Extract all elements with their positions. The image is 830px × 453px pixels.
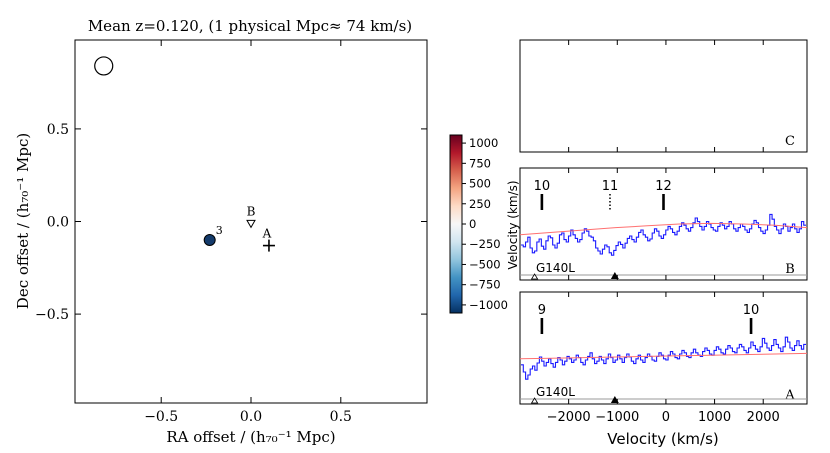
panel-b-frame <box>519 167 808 281</box>
beam-size-circle <box>94 56 114 76</box>
spectra-ylabel: Velocity (km/s) <box>506 180 520 269</box>
panel-a-label: A <box>784 388 795 403</box>
continuum-line <box>519 222 808 236</box>
open-velocity-marker <box>530 273 539 280</box>
absorber-label: 11 <box>602 179 619 194</box>
spectrum-xtick-label: −2000 <box>547 410 591 425</box>
colorbar-tick-label: −250 <box>469 237 501 251</box>
panel-b-label: B <box>785 262 795 277</box>
map-ticks: −0.5 0.0 0.5 0.5 0.0 −0.5 <box>35 40 427 425</box>
spectra-x-ticks: −2000 −1000 0 1000 2000 <box>547 40 780 425</box>
spectra-xlabel: Velocity (km/s) <box>607 430 718 448</box>
colorbar-tick-label: −750 <box>469 278 501 292</box>
panel-c-frame <box>519 39 808 153</box>
absorber-label: 9 <box>538 303 546 318</box>
sightline-label: A <box>262 227 272 241</box>
panel-a-grating: G140L <box>536 385 575 399</box>
continuum-line <box>519 352 808 360</box>
map-xtick-label: 0.0 <box>240 409 262 425</box>
map-ylabel: Dec offset / (h₇₀⁻¹ Mpc) <box>14 133 32 309</box>
spectrum-xtick-label: 2000 <box>747 410 780 425</box>
map-title: Mean z=0.120, (1 physical Mpc≈ 74 km/s) <box>88 17 412 35</box>
spectrum-xtick-label: −1000 <box>595 410 639 425</box>
map-ytick-label: 0.0 <box>47 215 69 231</box>
map-xtick-label: 0.5 <box>330 409 352 425</box>
panel-c-label: C <box>785 134 795 149</box>
flux-line <box>521 336 806 380</box>
colorbar-tick-label: −1000 <box>469 298 508 312</box>
sky-map-panel: Mean z=0.120, (1 physical Mpc≈ 74 km/s) … <box>14 17 428 446</box>
panel-b-grating: G140L <box>536 261 575 275</box>
map-xlabel: RA offset / (h₇₀⁻¹ Mpc) <box>166 428 335 446</box>
sightline-triangle <box>246 219 256 229</box>
spectra-panels: C B G140L 10 11 12 A G140L 9 10 −2000 −1000 0… <box>506 39 808 448</box>
colorbar-ticks: 1000 750 500 250 0 −250 −500 −750 −1000 <box>462 136 508 312</box>
open-velocity-marker <box>530 397 539 404</box>
colorbar-tick-label: 500 <box>469 177 491 191</box>
map-axes-frame <box>74 39 428 404</box>
absorber-label: 10 <box>743 303 760 318</box>
flux-line <box>521 213 806 256</box>
colorbar: 1000 750 500 250 0 −250 −500 −750 −1000 <box>449 134 508 314</box>
panel-a-frame <box>519 291 808 405</box>
map-ytick-label: −0.5 <box>35 307 69 323</box>
panel-b-plot: 10 11 12 <box>519 179 808 280</box>
colorbar-tick-label: 0 <box>469 217 476 231</box>
sightline-label: B <box>247 204 256 218</box>
colorbar-tick-label: −500 <box>469 257 501 271</box>
colorbar-tick-label: 1000 <box>469 136 498 150</box>
absorber-label: 12 <box>655 179 672 194</box>
panel-a-plot: 9 10 <box>519 303 808 404</box>
spectrum-xtick-label: 0 <box>662 410 670 425</box>
spectrum-xtick-label: 1000 <box>698 410 731 425</box>
galaxy-id-label: 3 <box>216 224 223 237</box>
colorbar-gradient <box>449 134 463 314</box>
absorber-label: 10 <box>534 179 551 194</box>
colorbar-tick-label: 750 <box>469 156 491 170</box>
map-ytick-label: 0.5 <box>47 122 69 138</box>
map-xtick-label: −0.5 <box>144 409 178 425</box>
map-marks: 3 AB <box>94 56 275 252</box>
colorbar-tick-label: 250 <box>469 197 491 211</box>
galaxy-point <box>203 234 216 247</box>
